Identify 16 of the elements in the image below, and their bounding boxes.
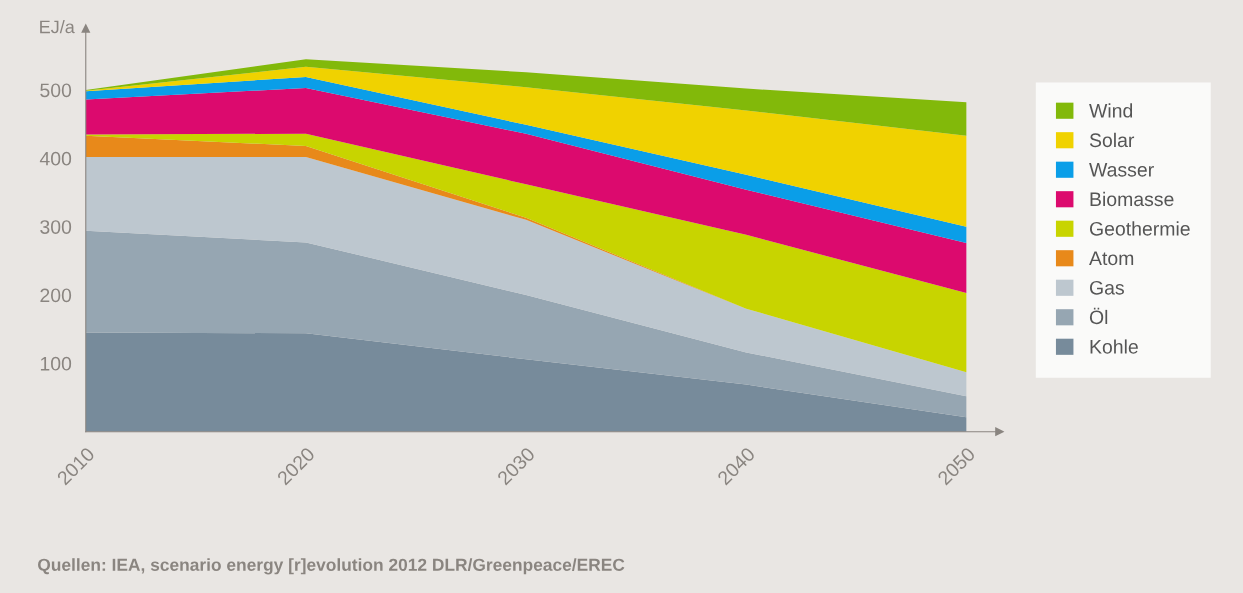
legend-label: Geothermie [1089,221,1190,236]
legend-label: Wind [1089,103,1133,118]
legend-label: Atom [1089,251,1134,266]
y-tick-label: 500 [40,83,72,98]
legend-label: Gas [1089,280,1124,295]
legend-label: Öl [1089,307,1108,325]
legend-label: Biomasse [1090,191,1174,207]
y-tick-label: 300 [40,220,72,234]
source-note: Quellen: IEA, scenario energy [r]evolution 2012 DLR/Greenpeace/EREC [38,558,625,575]
legend-label: Kohle [1090,339,1138,354]
legend-label: Solar [1089,132,1135,148]
y-axis-title: EJ/a [40,20,75,34]
legend-label: Wasser [1089,163,1154,177]
y-tick-label: 100 [40,356,72,371]
y-tick-label: 400 [39,151,72,166]
y-tick-label: 200 [40,288,72,303]
